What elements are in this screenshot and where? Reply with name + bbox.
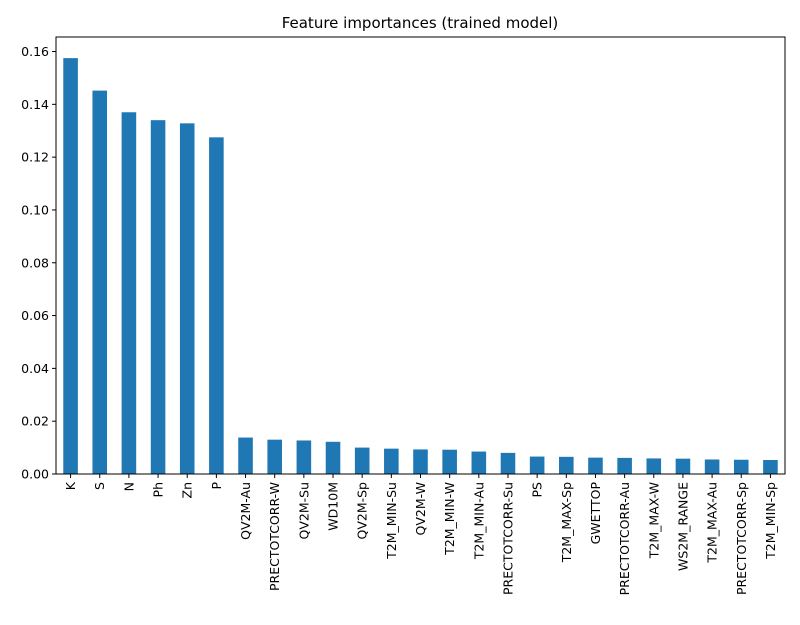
bar-n — [121, 112, 137, 474]
x-tick-label: T2M_MIN-Su — [384, 482, 399, 560]
x-tick-label: PRECTOTCORR-Au — [617, 482, 632, 595]
bar-zn — [179, 123, 195, 474]
x-tick-label: T2M_MAX-Sp — [559, 482, 574, 563]
x-tick-label: PRECTOTCORR-Su — [500, 482, 515, 595]
bar-ws2m-range — [675, 458, 691, 474]
x-tick-label: WS2M_RANGE — [675, 482, 690, 571]
bar-prectotcorr-su — [500, 452, 516, 474]
plot-frame — [55, 36, 786, 475]
x-tick-label: T2M_MAX-Au — [705, 482, 720, 564]
y-tick-label: 0.02 — [21, 414, 49, 429]
x-tick-label: PS — [530, 482, 545, 498]
bar-qv2m-sp — [354, 447, 370, 474]
y-tick-label: 0.04 — [21, 361, 49, 376]
x-tick-label: PRECTOTCORR-Sp — [734, 482, 749, 595]
y-tick-label: 0.16 — [21, 44, 49, 59]
bars-group — [63, 58, 778, 475]
bar-ph — [150, 120, 166, 474]
y-tick-label: 0.06 — [21, 308, 49, 323]
x-tick-label: QV2M-W — [413, 482, 428, 536]
chart-title: Feature importances (trained model) — [282, 14, 559, 32]
x-tick-label: N — [121, 482, 136, 491]
bar-gwettop — [588, 457, 603, 474]
y-tick-label: 0.10 — [21, 202, 49, 217]
bar-wd10m — [325, 441, 341, 474]
x-tick-label: QV2M-Sp — [355, 482, 370, 540]
y-tick-label: 0.14 — [21, 97, 49, 112]
x-tick-label: QV2M-Au — [238, 482, 253, 540]
bar-ps — [529, 456, 545, 474]
x-tick-label: QV2M-Su — [296, 482, 311, 540]
bar-t2m-min-su — [384, 448, 399, 474]
bar-s — [92, 90, 108, 475]
x-tick-label: Zn — [180, 482, 195, 499]
y-axis: 0.00 0.02 0.04 0.06 0.08 0.10 0.12 0.14 0.16 — [21, 44, 56, 482]
x-tick-label: T2M_MAX-W — [646, 482, 661, 559]
bar-k — [63, 58, 78, 474]
bar-qv2m-au — [238, 437, 253, 474]
bar-t2m-max-sp — [559, 456, 574, 474]
bar-prectotcorr-au — [617, 457, 632, 474]
x-axis: K S N Ph Zn P QV2M-Au PRECTOTCORR-W QV2M-Su WD10M… — [63, 474, 778, 595]
bar-t2m-max-w — [646, 458, 662, 474]
bar-qv2m-w — [413, 449, 428, 474]
x-tick-label: T2M_MIN-Au — [471, 482, 486, 560]
x-tick-label: S — [92, 482, 107, 490]
x-tick-label: K — [63, 481, 78, 490]
bar-qv2m-su — [296, 440, 312, 474]
x-tick-label: WD10M — [326, 482, 341, 531]
x-tick-label: T2M_MIN-Sp — [763, 482, 778, 560]
x-tick-label: T2M_MIN-W — [442, 482, 457, 556]
bar-t2m-min-sp — [763, 460, 778, 474]
y-tick-label: 0.08 — [21, 255, 49, 270]
bar-prectotcorr-w — [267, 439, 282, 474]
y-tick-label: 0.12 — [21, 150, 49, 165]
x-tick-label: P — [209, 482, 224, 490]
bar-p — [209, 137, 224, 474]
bar-prectotcorr-sp — [733, 459, 749, 474]
y-tick-label: 0.00 — [21, 467, 49, 482]
x-tick-label: PRECTOTCORR-W — [267, 482, 282, 591]
x-tick-label: GWETTOP — [588, 482, 603, 545]
bar-t2m-min-w — [442, 449, 457, 474]
bar-t2m-max-au — [704, 459, 720, 474]
bar-t2m-min-au — [471, 451, 487, 474]
x-tick-label: Ph — [151, 482, 166, 497]
